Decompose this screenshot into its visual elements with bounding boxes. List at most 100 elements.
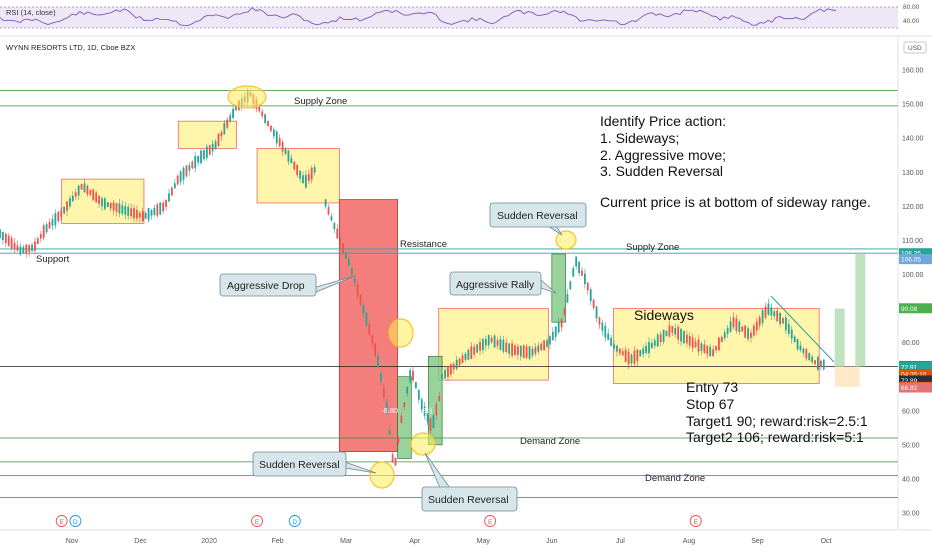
candle-body	[458, 358, 461, 366]
candle-body	[54, 213, 57, 226]
earnings-marker[interactable]	[689, 515, 702, 527]
candle-body	[662, 329, 665, 342]
callout-sudden-reversal-top[interactable]: Sudden Reversal	[489, 202, 587, 236]
time-tick-label: Apr	[409, 538, 421, 545]
candle-body	[525, 346, 528, 358]
candle-body	[703, 344, 706, 353]
candle-body	[313, 166, 316, 173]
rsi-label: RSI (14, close)	[6, 8, 56, 17]
candle-body	[531, 348, 534, 356]
candle-body	[755, 321, 758, 331]
candle-body	[785, 317, 787, 331]
candle-body	[127, 206, 130, 216]
candle-body	[2, 232, 4, 241]
candle-body	[136, 209, 138, 219]
candle-body	[275, 131, 278, 144]
candle-body	[226, 119, 229, 128]
candle-body	[470, 346, 473, 359]
candle-body	[723, 332, 726, 339]
candle-body	[86, 185, 89, 195]
callout-sudden-reversal-left[interactable]: Sudden Reversal	[252, 451, 377, 477]
candle-body	[621, 351, 624, 356]
candle-body	[651, 343, 653, 348]
candle-body	[528, 346, 531, 359]
candle-body	[348, 259, 350, 266]
currency-badge[interactable]	[903, 41, 927, 54]
callout-sudden-reversal-bottom[interactable]: Sudden Reversal	[421, 452, 518, 512]
candle-body	[583, 273, 586, 285]
candle-body	[461, 355, 464, 364]
dividend-marker[interactable]	[288, 515, 301, 527]
callout-aggressive-drop[interactable]: Aggressive Drop	[219, 273, 356, 297]
candle-body	[802, 348, 805, 353]
candle-body	[380, 373, 382, 381]
price-tick-label: 140.00	[902, 136, 924, 143]
candle-body	[697, 339, 700, 352]
candle-body	[671, 325, 674, 333]
candle-body	[432, 415, 435, 429]
highlight-ellipse-low[interactable]	[369, 461, 395, 489]
price-tick-label: 50.00	[902, 442, 920, 449]
candle-body	[750, 332, 752, 338]
candle-body	[229, 115, 232, 122]
candle-body	[406, 386, 409, 394]
price-tick-label: 100.00	[902, 272, 924, 279]
time-axis[interactable]: Nov Dec 2020 Feb Mar Apr May Jun Jul Aug Sep Oct	[66, 538, 832, 545]
highlight-ellipse-april[interactable]	[410, 432, 436, 456]
candle-body	[712, 349, 714, 356]
candle-body	[261, 111, 264, 117]
candle-body	[377, 355, 379, 368]
candle-body	[185, 165, 188, 177]
candle-body	[34, 241, 36, 251]
candle-body	[397, 437, 400, 443]
callout-aggressive-rally[interactable]: Aggressive Rally	[449, 271, 557, 296]
candle-body	[71, 195, 74, 201]
candle-body	[560, 318, 563, 328]
note-line-3: 2. Aggressive move;	[600, 147, 726, 163]
candle-body	[648, 341, 650, 354]
candle-body	[278, 138, 281, 147]
candle-body	[779, 312, 781, 324]
candle-body	[409, 370, 411, 382]
axis-price-tags: 106.25106.0590.0873.0972.9104:35:1072.89…	[899, 248, 932, 393]
candle-body	[48, 222, 51, 229]
rsi-tick-40: 40.00	[903, 18, 920, 25]
price-tick-label: 60.00	[902, 408, 920, 415]
time-tick-label: 2020	[201, 538, 217, 545]
candle-body	[793, 336, 796, 343]
candle-body	[537, 345, 540, 352]
candle-body	[130, 208, 133, 217]
candle-body	[811, 356, 814, 363]
earnings-marker[interactable]	[484, 515, 497, 527]
price-tick-label: 40.00	[902, 476, 920, 483]
earnings-marker[interactable]	[55, 515, 68, 527]
event-marker-label: D	[73, 519, 78, 526]
price-action-notes: Identify Price action: 1. Sideways; 2. A…	[600, 113, 871, 210]
highlight-ellipse-june[interactable]	[555, 230, 577, 250]
candle-body	[101, 198, 103, 207]
highlight-ellipse-midmarch[interactable]	[388, 318, 414, 348]
candle-body	[752, 325, 755, 336]
candle-body	[144, 212, 147, 219]
candle-body	[808, 353, 811, 361]
note-line-6: Current price is at bottom of sideway ra…	[600, 194, 871, 210]
candle-body	[479, 342, 481, 351]
trend-line[interactable]	[770, 295, 835, 363]
candle-body	[741, 326, 744, 332]
dividend-marker[interactable]	[69, 515, 82, 527]
time-tick-label: Mar	[340, 538, 353, 545]
note-line-1: Identify Price action:	[600, 113, 726, 129]
candle-body	[77, 185, 80, 196]
earnings-marker[interactable]	[251, 515, 264, 527]
chart-title: WYNN RESORTS LTD, 1D, Cboe BZX	[6, 43, 135, 52]
candle-body	[391, 454, 394, 463]
candle-body	[744, 325, 747, 338]
candle-body	[197, 156, 200, 163]
highlight-ellipse-peak[interactable]	[227, 85, 267, 109]
candle-body	[176, 175, 179, 185]
candle-body	[232, 108, 234, 119]
candle-body	[109, 202, 112, 209]
candle-body	[770, 307, 773, 316]
